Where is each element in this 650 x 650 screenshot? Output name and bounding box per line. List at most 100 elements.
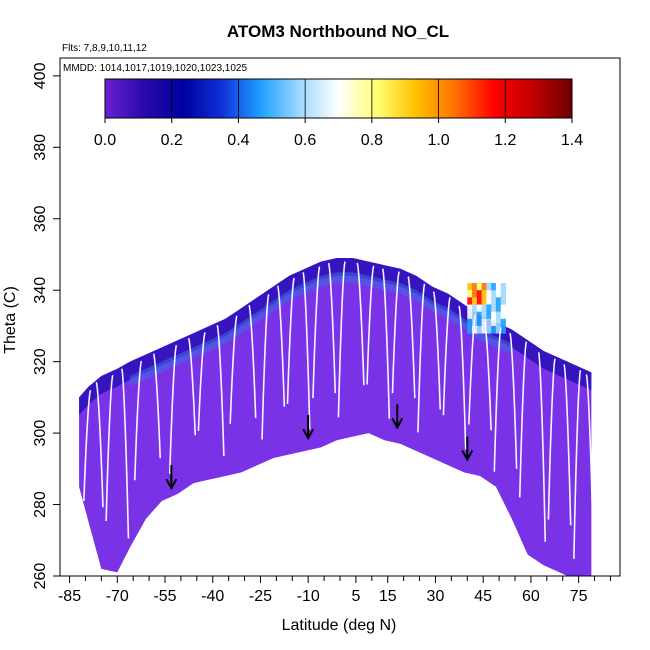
colorbar-ticks: 0.0 0.2 0.4 0.6 0.8 1.0 1.2 1.4 [94, 118, 583, 149]
x-tick-label: 30 [427, 588, 445, 605]
high-value-cell [486, 311, 492, 320]
high-value-cell [467, 311, 473, 320]
colorbar: 0.0 0.2 0.4 0.6 0.8 1.0 1.2 1.4 [94, 78, 583, 149]
high-value-cell [486, 318, 492, 327]
high-value-cell [486, 290, 492, 298]
colorbar-tick-label: 0.8 [361, 132, 383, 149]
high-value-cell [472, 283, 478, 291]
high-value-cell [481, 290, 487, 298]
high-value-cell [472, 325, 478, 334]
high-value-cell [467, 297, 473, 305]
x-tick-label: -40 [201, 588, 224, 605]
high-value-cell [472, 304, 478, 313]
x-tick-label: -10 [297, 588, 320, 605]
colorbar-dividers [104, 79, 573, 118]
high-value-cell [481, 283, 487, 291]
arrows [165, 404, 474, 491]
flight-track [585, 374, 594, 533]
high-value-cell [476, 304, 483, 313]
flight-track [187, 337, 197, 436]
flight-track [356, 262, 365, 386]
high-value-cell [481, 325, 487, 334]
high-value-cell [495, 290, 502, 298]
flight-track [442, 296, 451, 416]
high-value-cell [491, 290, 497, 298]
flight-track [407, 276, 416, 399]
colorbar-tick-label: 0.4 [227, 132, 249, 149]
high-value-cell [491, 297, 497, 305]
flights-label: Flts: 7,8,9,10,11,12 [62, 43, 147, 54]
colorbar-tick-label: 0.6 [294, 132, 316, 149]
x-tick-label: -55 [153, 588, 176, 605]
y-tick-label: 360 [32, 205, 49, 232]
high-value-cell [500, 318, 506, 327]
flight-track [327, 262, 337, 394]
high-value-cell [495, 318, 502, 327]
high-value-cell [495, 325, 502, 334]
high-value-cell [495, 311, 502, 320]
y-tick-label: 280 [32, 491, 49, 518]
flight-tracks [83, 261, 594, 559]
high-value-cell [467, 318, 473, 327]
x-tick-label: -70 [106, 588, 129, 605]
chart-title: ATOM3 Northbound NO_CL [227, 22, 449, 41]
colorbar-tick-label: 0.2 [161, 132, 183, 149]
high-value-cell [500, 283, 506, 291]
high-value-cell [472, 290, 478, 298]
y-tick-label: 320 [32, 348, 49, 375]
x-axis: -85 -70 -55 -40 -25 -10 5 15 30 45 60 75 [58, 576, 611, 605]
flight-track [261, 294, 270, 440]
flight-track [493, 326, 502, 472]
flight-track [468, 314, 477, 425]
x-tick-label: 45 [474, 588, 492, 605]
high-value-cell [481, 304, 487, 313]
high-value-cell [500, 297, 506, 305]
high-value-cell [472, 297, 478, 305]
high-value-cell [486, 297, 492, 305]
flight-track [152, 353, 162, 459]
high-value-cell [500, 325, 506, 334]
colorbar-tick-label: 1.0 [427, 132, 449, 149]
high-value-cell [491, 325, 497, 334]
high-value-cell [491, 283, 497, 291]
flight-track [105, 374, 114, 522]
high-value-cell [476, 297, 483, 305]
high-value-cell [481, 297, 487, 305]
y-tick-label: 340 [32, 277, 49, 304]
flight-track [302, 271, 311, 430]
high-value-cell [495, 283, 502, 291]
flight-track [458, 305, 467, 450]
flight-track [197, 331, 206, 431]
high-value-cell [495, 304, 502, 313]
x-tick-label: -85 [58, 588, 81, 605]
arrow-head [302, 428, 315, 441]
x-tick-label: 60 [522, 588, 540, 605]
arrow-head [461, 450, 474, 462]
x-tick-label: 15 [379, 588, 397, 605]
high-value-cell [467, 304, 473, 313]
flight-track [229, 315, 238, 424]
high-value-cell [476, 318, 483, 327]
high-value-cell [476, 311, 483, 320]
flight-track [337, 261, 346, 418]
flight-track [286, 277, 295, 404]
x-axis-label: Latitude (deg N) [282, 617, 397, 634]
x-tick-label: -25 [249, 588, 272, 605]
y-axis-label: Theta (C) [2, 286, 19, 354]
envelope-mid-band [130, 272, 512, 387]
colorbar-tick-label: 0.0 [94, 132, 116, 149]
y-tick-label: 400 [32, 62, 49, 89]
x-tick-label: 5 [351, 588, 360, 605]
flight-track [168, 344, 178, 474]
high-value-cell [481, 311, 487, 320]
flight-track [518, 341, 528, 498]
flight-track [120, 368, 130, 539]
flight-track [133, 360, 143, 481]
high-value-cell [491, 311, 497, 320]
flight-track [95, 381, 104, 508]
high-value-cell [500, 304, 506, 313]
flight-track [547, 358, 556, 520]
x-tick-label: 75 [570, 588, 588, 605]
data-envelope [79, 258, 592, 576]
